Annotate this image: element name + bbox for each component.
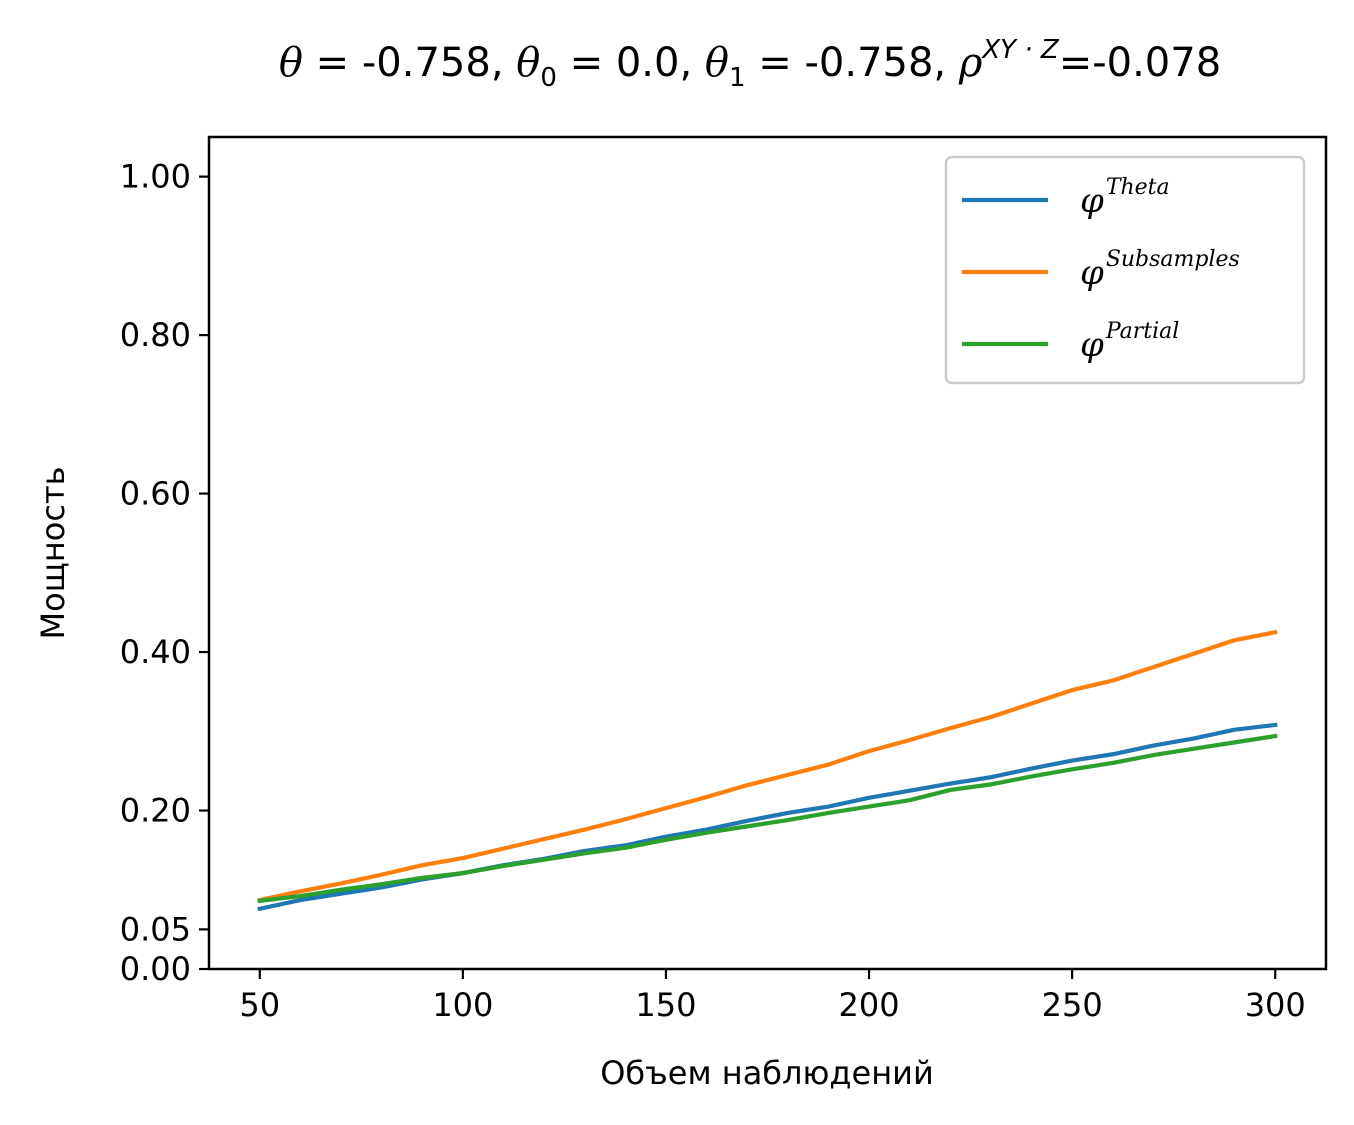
y-tick-label: 1.00 (120, 158, 191, 196)
y-tick-label: 0.20 (120, 792, 191, 830)
series-layer (257, 629, 1278, 912)
y-tick-label: 0.40 (120, 633, 191, 671)
x-tick-label: 250 (1042, 986, 1103, 1024)
x-tick-label: 300 (1245, 986, 1306, 1024)
plot-frame (207, 135, 1328, 971)
x-tick-label: 200 (839, 986, 900, 1024)
y-tick-label: 0.00 (120, 950, 191, 988)
legend-label-subsamples: φSubsamples (1080, 247, 1240, 293)
y-tick-label: 0.05 (120, 910, 191, 948)
legend-label-partial: φPartial (1080, 319, 1179, 365)
legend-box (944, 155, 1306, 385)
legend: φTheta φSubsamples φPartial (944, 155, 1306, 385)
x-axis-label: Объем наблюдений (600, 1054, 934, 1092)
chart-title: θ = -0.758, θ0 = 0.0, θ1 = -0.758, ρXY ·… (279, 35, 1221, 93)
x-tick-label: 150 (635, 986, 696, 1024)
legend-label-theta: φTheta (1080, 175, 1170, 221)
series-line-subsamples (257, 629, 1278, 903)
x-tick-label: 100 (432, 986, 493, 1024)
x-tick-label: 50 (239, 986, 280, 1024)
axes-layer: 50 100 150 200 250 300 0.000.05 0.20 0.40 0.60 0.8… (120, 135, 1328, 1024)
series-line-partial (257, 733, 1278, 904)
y-tick-label: 0.80 (120, 316, 191, 354)
y-axis-label: Мощность (34, 467, 72, 640)
y-tick-label: 0.60 (120, 475, 191, 513)
